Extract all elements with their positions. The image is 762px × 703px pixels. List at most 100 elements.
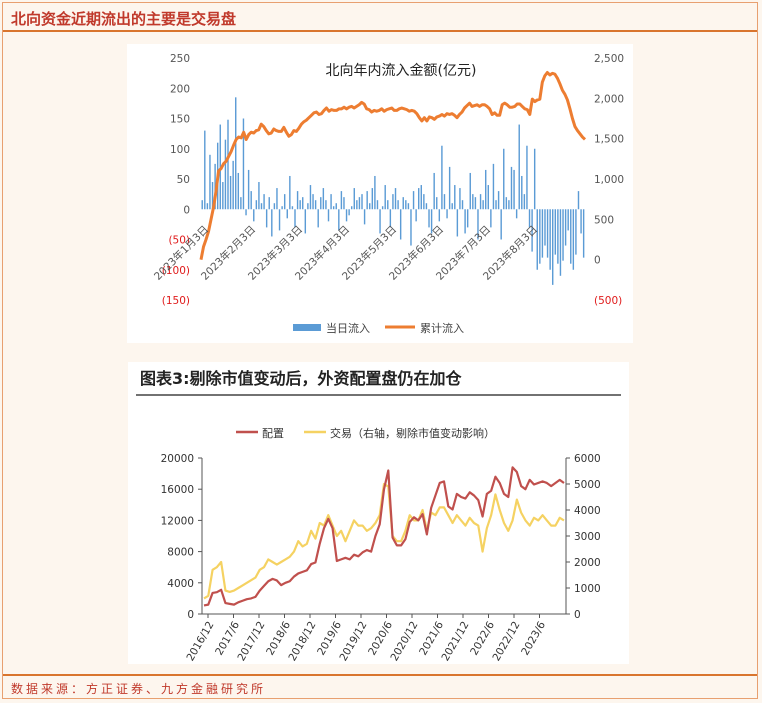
chart2-title: 图表3:剔除市值变动后，外资配置盘仍在加仓 (140, 369, 463, 388)
chart1-daily-bar (366, 191, 368, 210)
chart1-daily-bar (394, 188, 397, 210)
chart1-left-tick-label: (150) (162, 295, 190, 307)
chart1-daily-bar (415, 209, 417, 222)
chart1-daily-bar (307, 203, 309, 210)
chart1-daily-bar (521, 175, 523, 210)
chart1-daily-bar (361, 194, 363, 210)
chart1-daily-bar (410, 209, 412, 246)
chart1-daily-bar (454, 185, 456, 210)
chart1-daily-bar (314, 200, 317, 210)
chart2-right-tick-label: 1000 (574, 583, 601, 595)
footer-bar: 数据来源：方正证券、九方金融研究所 (3, 674, 757, 699)
chart1-daily-bar (309, 185, 312, 210)
chart1-daily-bar (289, 175, 291, 210)
chart1-daily-bar (265, 209, 268, 228)
chart2-legend-label-allocation: 配置 (262, 427, 284, 440)
chart1-daily-bar (456, 209, 459, 237)
chart1-daily-bar (322, 188, 325, 210)
chart1-daily-bar (438, 209, 441, 222)
chart1-daily-bar (276, 188, 278, 210)
chart1-daily-bar (302, 197, 304, 210)
chart2-legend-label-trading: 交易（右轴，剔除市值变动影响） (330, 426, 495, 440)
chart2-x-tick-label: 2016/12 (184, 620, 216, 664)
chart1-daily-bar (338, 209, 340, 231)
chart1-daily-bar (379, 209, 381, 234)
chart1-daily-bar (495, 200, 497, 210)
chart1-daily-bar (235, 97, 237, 210)
chart1-daily-bar (283, 194, 286, 210)
chart1-legend-swatch-daily (293, 324, 321, 331)
chart1-daily-bar (376, 200, 379, 210)
chart1-daily-bar (278, 209, 281, 231)
chart1-daily-bar (451, 203, 453, 210)
chart1-daily-bar (381, 206, 384, 210)
chart1-daily-bar (330, 194, 332, 210)
chart1-daily-bar (433, 172, 435, 210)
chart1-daily-bar (335, 203, 337, 210)
chart1-daily-bar (503, 148, 505, 210)
chart1-daily-bar (564, 209, 567, 246)
chart1-daily-bar (469, 172, 471, 210)
chart1-daily-bar (479, 194, 482, 210)
chart1-daily-bar (423, 194, 425, 210)
chart2-right-tick-label: 2000 (574, 557, 601, 569)
chart1-daily-bar (487, 185, 489, 210)
chart1-right-tick-label: 500 (594, 214, 614, 226)
chart1-daily-bar (340, 191, 343, 210)
allocation-chart-panel: 图表3:剔除市值变动后，外资配置盘仍在加仓 20000 16000 12000 8000… (128, 362, 629, 664)
chart1-daily-bar (412, 191, 415, 210)
chart1-daily-bar (281, 206, 283, 210)
chart1-daily-bar (240, 197, 242, 210)
chart1-daily-bar (369, 203, 371, 210)
header-bar: 北向资金近期流出的主要是交易盘 (3, 3, 757, 32)
chart1-daily-bar (273, 203, 276, 210)
chart1-right-tick-label: 2,000 (594, 93, 624, 105)
chart1-daily-bar (299, 200, 301, 210)
chart1-daily-bar (485, 169, 487, 210)
chart1-daily-bar (387, 200, 389, 210)
chart1-daily-bar (552, 209, 554, 285)
chart1-daily-bar (446, 209, 448, 219)
chart1-daily-bar (405, 200, 407, 210)
chart1-daily-bar (539, 209, 541, 264)
chart1-daily-bar (466, 209, 469, 228)
page-title: 北向资金近期流出的主要是交易盘 (11, 10, 237, 28)
chart1-daily-bar (492, 163, 495, 210)
chart1-daily-bar (497, 191, 500, 210)
chart1-daily-bar (448, 166, 451, 210)
chart1-daily-bar (358, 197, 361, 210)
chart2-left-tick-label: 16000 (161, 484, 194, 496)
chart1-daily-bar (371, 188, 374, 210)
chart1-daily-bar (441, 145, 443, 210)
chart1-daily-bar (490, 209, 492, 228)
chart2-left-tick-label: 0 (187, 609, 194, 621)
chart1-left-tick-label: 150 (170, 114, 190, 126)
chart1-daily-bar (459, 188, 461, 210)
chart1-daily-bar (384, 185, 386, 210)
chart1-daily-bar (204, 130, 206, 210)
chart1-daily-bar (345, 209, 348, 222)
chart1-daily-bar (461, 200, 464, 210)
chart1-daily-bar (523, 194, 526, 210)
chart1-left-tick-label: (100) (162, 265, 190, 277)
chart1-daily-bar (201, 200, 203, 210)
chart1-daily-bar (397, 200, 399, 210)
chart1-daily-bar (518, 124, 520, 210)
chart1-daily-bar (291, 206, 294, 210)
chart1-left-tick-label: 0 (183, 204, 190, 216)
chart1-daily-bar (296, 191, 299, 210)
chart1-daily-bar (531, 209, 533, 252)
chart1-daily-bar (417, 188, 420, 210)
chart1-daily-bar (580, 209, 582, 234)
chart1-daily-bar (224, 139, 227, 210)
chart1-daily-bar (242, 118, 245, 210)
chart1-daily-bar (389, 209, 392, 228)
chart1-left-tick-label: 50 (177, 174, 190, 186)
chart1-daily-bar (541, 209, 544, 258)
chart1-daily-bar (374, 175, 376, 210)
chart1-daily-bar (536, 209, 538, 270)
chart2-right-tick-label: 0 (574, 609, 581, 621)
chart1-cumulative-line (199, 71, 587, 260)
data-source: 数据来源：方正证券、九方金融研究所 (11, 682, 267, 696)
chart1-daily-bar (546, 209, 549, 258)
